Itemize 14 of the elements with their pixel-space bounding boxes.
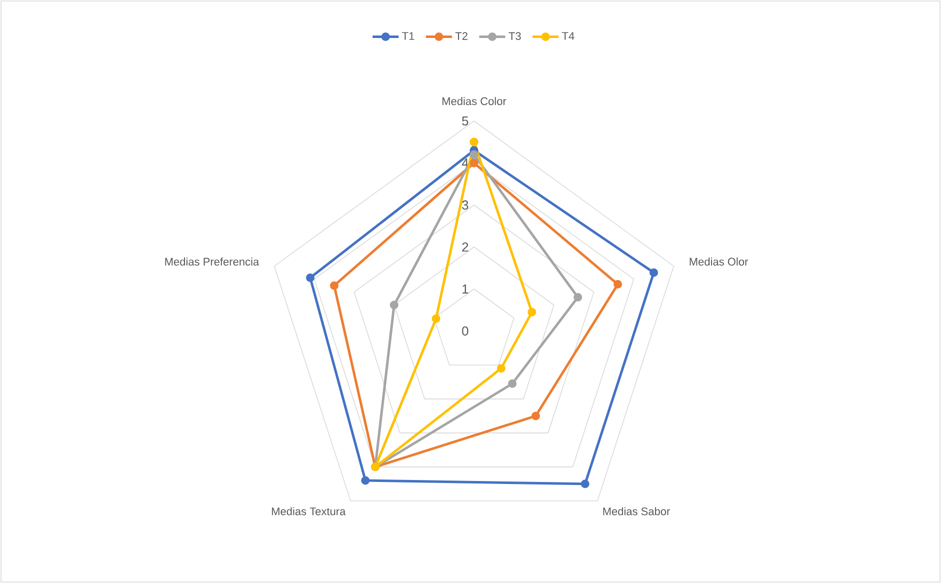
spoke-label: Medias Textura <box>272 507 346 516</box>
legend-label: T4 <box>562 32 574 40</box>
legend-label: T1 <box>402 32 414 40</box>
spoke-label: Medias Preferencia <box>165 258 260 266</box>
y-tick-label: 2 <box>462 242 468 252</box>
legend-label: T2 <box>455 32 468 40</box>
spoke-label: Medias Sabor <box>603 507 670 516</box>
y-tick-label: 1 <box>462 284 468 294</box>
spoke-label: Medias Color <box>442 97 506 106</box>
y-tick-label: 0 <box>462 326 468 336</box>
y-tick-label: 3 <box>462 200 468 210</box>
spoke-label: Medias Olor <box>690 258 748 266</box>
y-tick-label: 5 <box>462 116 468 126</box>
legend-label: T3 <box>508 32 521 40</box>
